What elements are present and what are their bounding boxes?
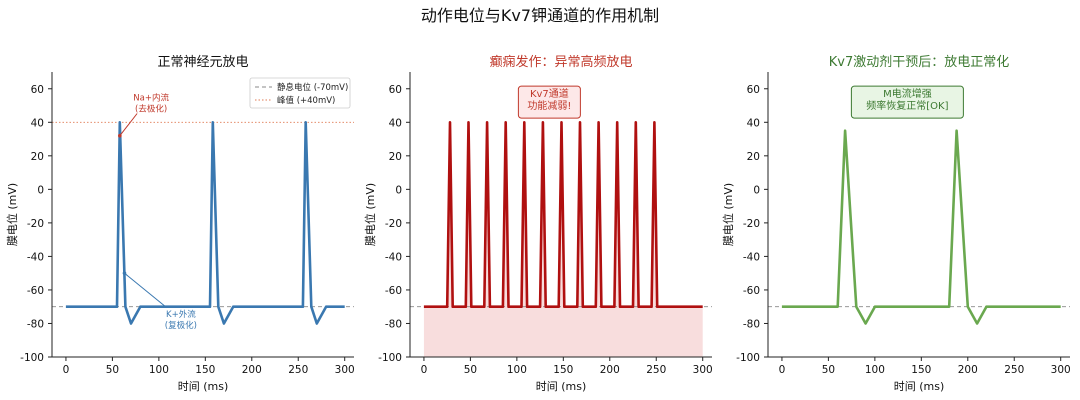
- x-tick-label: 250: [288, 364, 308, 376]
- y-tick-label: -80: [743, 318, 760, 330]
- chart-panel-epilepsy: 癫痫发作：异常高频放电 -100 -80 -60 -40 -20 0 20 40 60 0 50 100…: [363, 54, 713, 393]
- x-tick-label: 50: [822, 364, 835, 376]
- x-axis-label: 时间 (ms): [178, 380, 229, 393]
- chart-title: 癫痫发作：异常高频放电: [489, 54, 632, 70]
- y-tick-label: 0: [753, 184, 760, 196]
- x-tick-label: 0: [63, 364, 70, 376]
- x-tick-label: 200: [600, 364, 620, 376]
- x-tick-label: 250: [1004, 364, 1024, 376]
- legend-box: [249, 77, 351, 109]
- y-tick-label: -100: [736, 352, 760, 364]
- x-tick-label: 100: [149, 364, 169, 376]
- y-tick-label: 20: [31, 151, 44, 163]
- y-tick-label: -100: [378, 352, 402, 364]
- y-tick-label: 20: [747, 151, 760, 163]
- legend-label: 峰值 (+40mV): [277, 95, 335, 106]
- x-tick-label: 100: [865, 364, 885, 376]
- x-tick-label: 200: [958, 364, 978, 376]
- y-tick-label: 60: [31, 84, 44, 96]
- x-tick-label: 50: [106, 364, 119, 376]
- y-tick-label: -40: [27, 251, 44, 263]
- x-tick-label: 200: [242, 364, 262, 376]
- series-line: [65, 121, 345, 325]
- y-tick-label: -20: [27, 218, 44, 230]
- x-tick-label: 50: [464, 364, 477, 376]
- y-tick-label: 60: [389, 84, 402, 96]
- x-tick-label: 0: [779, 364, 786, 376]
- x-tick-label: 300: [335, 364, 355, 376]
- y-tick-label: 0: [37, 184, 44, 196]
- y-tick-label: -100: [20, 352, 44, 364]
- x-tick-label: 300: [1051, 364, 1071, 376]
- annotation-text: Na+内流: [133, 93, 169, 104]
- annotation-text: M电流增强: [883, 87, 932, 100]
- y-axis-label: 膜电位 (mV): [363, 183, 377, 246]
- x-tick-label: 150: [911, 364, 931, 376]
- y-tick-label: -60: [27, 285, 44, 297]
- x-axis-label: 时间 (ms): [536, 380, 587, 393]
- y-tick-label: -80: [385, 318, 402, 330]
- annotation-text: Kv7通道: [530, 87, 569, 100]
- annotation-arrow: [124, 272, 168, 309]
- y-tick-label: 60: [747, 84, 760, 96]
- x-tick-label: 100: [507, 364, 527, 376]
- y-tick-label: 40: [31, 117, 44, 129]
- series-area-fill: [423, 122, 703, 357]
- annotation-arrow: [119, 113, 138, 137]
- y-tick-label: 40: [747, 117, 760, 129]
- series-line: [423, 121, 703, 309]
- y-tick-label: 20: [389, 151, 402, 163]
- x-axis-label: 时间 (ms): [894, 380, 945, 393]
- x-tick-label: 300: [693, 364, 713, 376]
- y-tick-label: -40: [385, 251, 402, 263]
- x-tick-label: 150: [553, 364, 573, 376]
- annotation-text: (复极化): [165, 320, 197, 331]
- annotation-box: [850, 85, 964, 119]
- y-tick-label: -80: [27, 318, 44, 330]
- y-tick-label: -20: [385, 218, 402, 230]
- annotation-arrow-head: [118, 133, 122, 138]
- y-tick-label: -60: [743, 285, 760, 297]
- x-tick-label: 250: [646, 364, 666, 376]
- y-axis-label: 膜电位 (mV): [5, 183, 19, 246]
- y-tick-label: -60: [385, 285, 402, 297]
- annotation-text: K+外流: [166, 309, 196, 320]
- annotation-arrow-head: [122, 271, 127, 275]
- y-tick-label: 40: [389, 117, 402, 129]
- chart-panel-agonist: Kv7激动剂干预后：放电正常化 -100 -80 -60 -40 -20 0 20 40 60 0 5…: [721, 55, 1071, 393]
- x-tick-label: 150: [195, 364, 215, 376]
- annotation-text: 功能减弱!: [527, 99, 571, 112]
- y-tick-label: 0: [395, 184, 402, 196]
- legend-label: 静息电位 (-70mV): [277, 82, 348, 93]
- y-tick-label: -40: [743, 251, 760, 263]
- y-axis-label: 膜电位 (mV): [721, 183, 735, 246]
- annotation-box: [517, 85, 581, 119]
- series-line: [781, 129, 1061, 325]
- chart-title: Kv7激动剂干预后：放电正常化: [829, 55, 1010, 70]
- x-tick-label: 0: [421, 364, 428, 376]
- figure-title: 动作电位与Kv7钾通道的作用机制: [421, 6, 659, 25]
- chart-title: 正常神经元放电: [157, 55, 248, 70]
- annotation-text: 频率恢复正常[OK]: [866, 99, 948, 112]
- y-tick-label: -20: [743, 218, 760, 230]
- annotation-text: (去极化): [135, 104, 167, 115]
- chart-panel-normal: 正常神经元放电 -100 -80 -60 -40 -20 0 20 40 60 0 50 100 150 2…: [5, 55, 355, 393]
